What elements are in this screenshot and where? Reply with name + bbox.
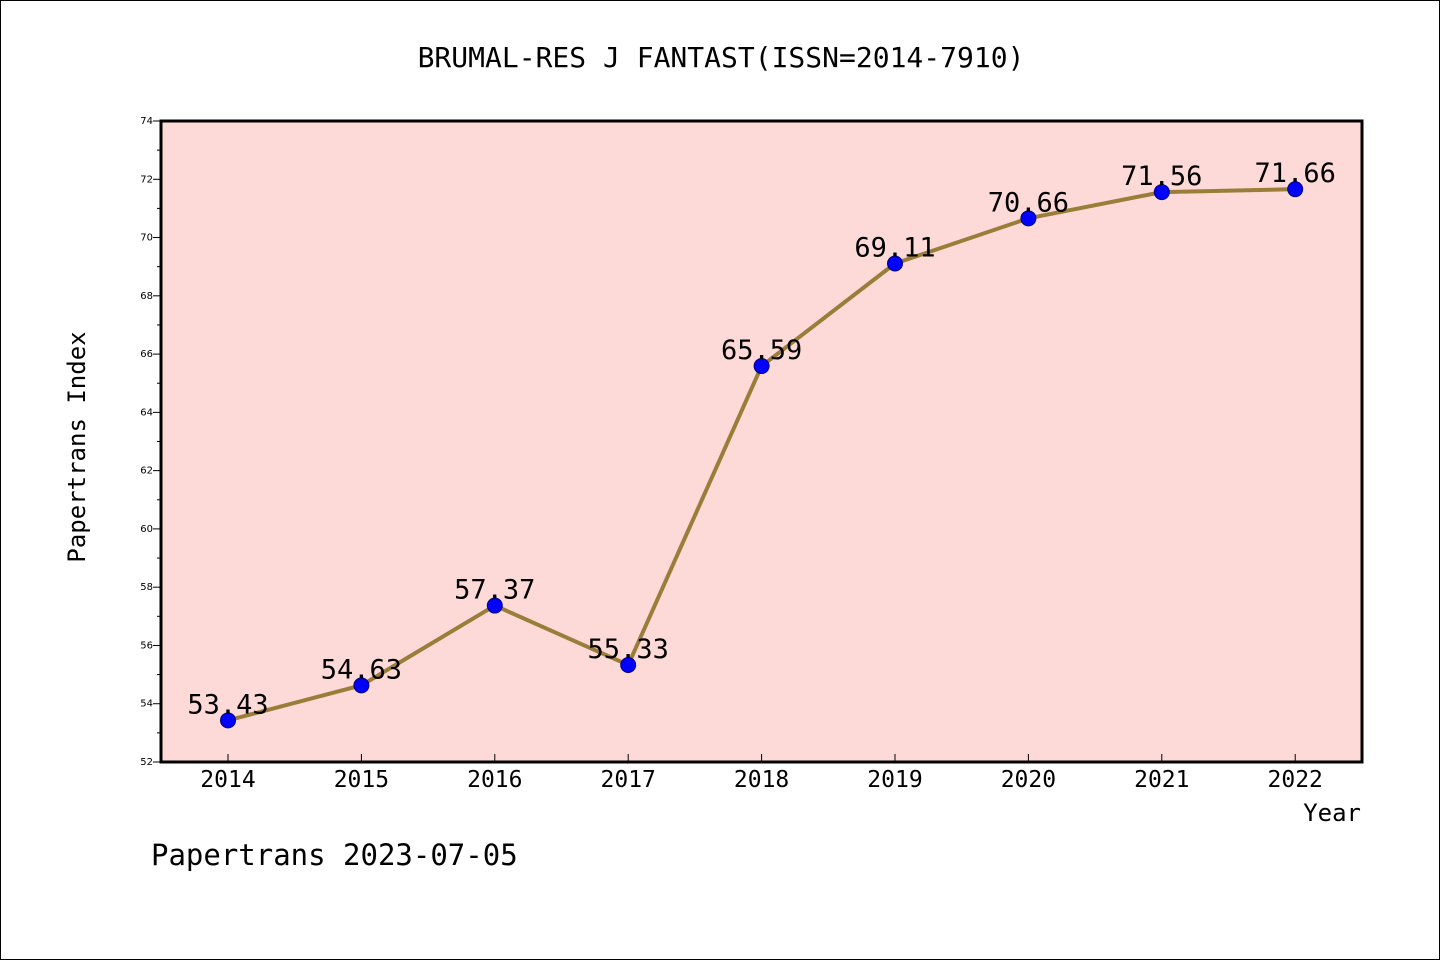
data-point [1287, 181, 1304, 198]
data-point [1153, 184, 1170, 201]
y-tick-label: 68 [140, 291, 153, 302]
x-axis-label: Year [1303, 799, 1361, 827]
data-label: 71.56 [1121, 161, 1202, 192]
x-tick-label: 2019 [867, 767, 922, 793]
footer-date: Papertrans 2023-07-05 [151, 838, 518, 872]
data-point [620, 656, 637, 673]
y-tick-label: 54 [140, 699, 153, 710]
x-tick-label: 2015 [334, 767, 389, 793]
data-label: 70.66 [988, 187, 1069, 218]
data-point [486, 597, 503, 614]
x-tick-label: 2018 [734, 767, 789, 793]
data-point [220, 712, 236, 729]
series-markers [220, 181, 1304, 729]
y-tick-label: 70 [140, 233, 153, 244]
x-tick-label: 2016 [467, 767, 522, 793]
y-tick-label: 64 [140, 407, 153, 418]
y-tick-label: 52 [140, 757, 153, 768]
y-tick-label: 56 [140, 640, 153, 651]
data-point [887, 255, 903, 272]
y-tick-label: 58 [140, 582, 153, 593]
chart-title: BRUMAL-RES J FANTAST(ISSN=2014-7910) [418, 41, 1025, 74]
y-tick-label: 66 [140, 349, 153, 360]
y-tick-label: 74 [140, 116, 153, 127]
data-label: 54.63 [321, 654, 402, 685]
data-labels: 53.43 54.63 57.37 55.33 65.59 69.11 70.66 71.56… [187, 158, 1335, 720]
data-point [1020, 210, 1037, 227]
data-label: 71.66 [1255, 158, 1336, 189]
x-tick-label: 2021 [1134, 767, 1189, 793]
data-label: 65.59 [721, 335, 802, 366]
plot-border [159, 119, 1364, 764]
data-label: 69.11 [854, 232, 935, 263]
y-axis-label: Papertrans Index [63, 331, 91, 562]
y-tick-label: 72 [140, 174, 153, 185]
x-axis-ticks: 2014 2015 2016 2017 2018 2019 2020 2021 2022 [200, 754, 1323, 793]
data-label: 53.43 [187, 689, 268, 720]
plot-area [161, 121, 1362, 762]
data-label: 57.37 [454, 575, 535, 606]
x-tick-label: 2020 [1001, 767, 1056, 793]
x-tick-label: 2014 [200, 767, 255, 793]
data-point [753, 358, 770, 375]
y-tick-label: 60 [140, 524, 153, 535]
data-label: 55.33 [588, 634, 669, 665]
x-tick-label: 2017 [601, 767, 656, 793]
y-tick-label: 62 [140, 466, 153, 477]
x-tick-label: 2022 [1268, 767, 1323, 793]
data-point [353, 677, 370, 694]
y-axis-ticks: 52 54 56 58 60 62 64 66 68 70 72 74 [140, 116, 161, 768]
